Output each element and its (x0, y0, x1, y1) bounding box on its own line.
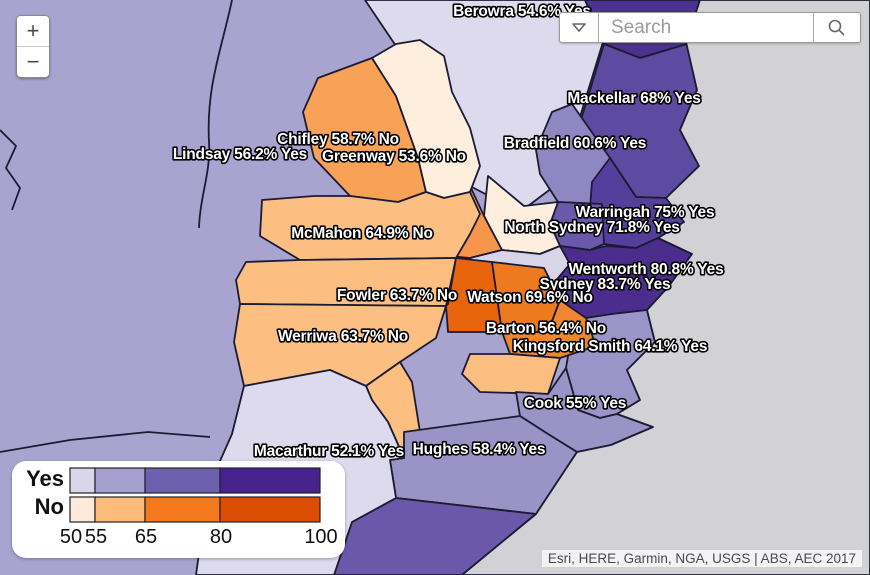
legend-no-swatch-4 (219, 496, 321, 523)
search-box (559, 12, 861, 43)
label-berowra: Berowra 54.6% Yes (453, 3, 591, 20)
label-greenway: Greenway 53.6% No (322, 148, 466, 165)
label-north-sydney: North Sydney 71.8% Yes (504, 219, 679, 236)
legend: Yes No 50 55 65 80 100 (12, 461, 345, 558)
legend-scale: 50 55 65 80 100 (60, 526, 338, 550)
label-warringah: Warringah 75% Yes (576, 204, 715, 221)
search-divider (598, 13, 599, 42)
region-greenway[interactable] (371, 39, 481, 199)
label-watson: Watson 69.6% No (467, 289, 593, 306)
legend-tick-65: 65 (134, 526, 158, 548)
legend-yes-swatch-2 (94, 467, 146, 494)
zoom-out-button[interactable]: − (17, 47, 49, 77)
chevron-down-icon (572, 23, 586, 32)
legend-tick-55: 55 (84, 526, 108, 548)
label-macarthur: Macarthur 52.1% Yes (254, 443, 404, 460)
search-submit-button[interactable] (814, 13, 860, 42)
map-attribution: Esri, HERE, Garmin, NGA, USGS | ABS, AEC… (541, 550, 862, 567)
legend-tick-50: 50 (59, 526, 83, 548)
label-kingsford-smith: Kingsford Smith 64.1% Yes (513, 338, 708, 355)
legend-yes-swatch-4 (219, 467, 321, 494)
label-lindsay: Lindsay 56.2% Yes (173, 146, 307, 163)
legend-yes-label: Yes (26, 466, 64, 491)
zoom-control-divider (17, 46, 49, 47)
region-ocean (461, 0, 870, 575)
electorate-boundary (0, 129, 21, 211)
legend-no-swatch-2 (94, 496, 146, 523)
search-divider (813, 13, 814, 42)
label-wentworth: Wentworth 80.8% Yes (569, 261, 724, 278)
legend-yes-swatch-1 (69, 467, 96, 494)
zoom-control: + − (16, 15, 50, 78)
label-barton: Barton 56.4% No (486, 320, 606, 337)
label-mcmahon: McMahon 64.9% No (291, 225, 433, 242)
region-south-orange[interactable] (461, 353, 561, 395)
zoom-in-button[interactable]: + (17, 16, 49, 46)
label-sydney: Sydney 83.7% Yes (540, 276, 671, 293)
label-fowler: Fowler 63.7% No (337, 287, 457, 304)
label-cook: Cook 55% Yes (524, 395, 626, 412)
electorate-boundary (0, 431, 211, 453)
legend-color-bars (69, 467, 321, 523)
legend-no-swatch-1 (69, 496, 96, 523)
legend-no-label: No (34, 494, 64, 519)
search-input[interactable] (599, 13, 813, 42)
legend-tick-100: 100 (304, 526, 338, 548)
legend-tick-80: 80 (209, 526, 233, 548)
label-hughes: Hughes 58.4% Yes (413, 441, 546, 458)
label-mackellar: Mackellar 68% Yes (567, 90, 700, 107)
search-icon (828, 19, 845, 36)
search-dropdown-button[interactable] (560, 13, 598, 42)
label-bradfield: Bradfield 60.6% Yes (504, 135, 646, 152)
label-chifley: Chifley 58.7% No (277, 131, 399, 148)
label-werriwa: Werriwa 63.7% No (278, 328, 408, 345)
legend-yes-swatch-3 (144, 467, 221, 494)
legend-no-swatch-3 (144, 496, 221, 523)
electorate-boundary (198, 0, 233, 229)
